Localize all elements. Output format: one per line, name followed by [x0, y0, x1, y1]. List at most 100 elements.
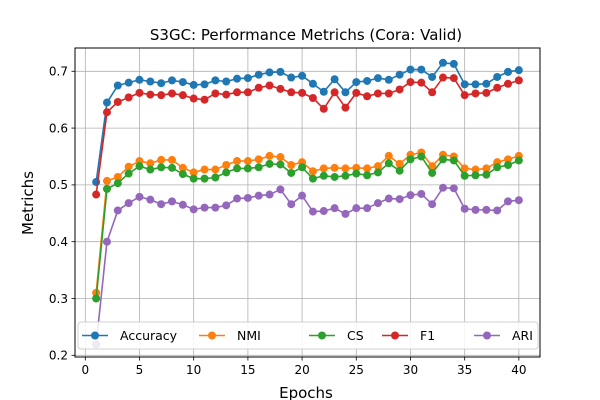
y-tick-label: 0.4 — [49, 235, 68, 249]
data-point — [254, 155, 263, 164]
data-point — [200, 174, 209, 183]
legend-item: NMI — [199, 328, 261, 343]
data-point — [493, 83, 502, 92]
data-point — [189, 168, 198, 177]
data-point — [449, 184, 458, 193]
data-point — [384, 151, 393, 160]
data-point — [211, 165, 220, 174]
data-point — [363, 204, 372, 213]
legend-label: CS — [347, 328, 364, 343]
legend-marker — [391, 331, 399, 340]
data-point — [438, 155, 447, 164]
data-point — [438, 183, 447, 192]
data-point — [265, 68, 274, 77]
data-point — [417, 152, 426, 161]
data-point — [233, 74, 242, 83]
legend-marker — [318, 331, 326, 340]
legend: Accuracy NMI CS F1 ARI — [77, 321, 539, 350]
data-point — [265, 151, 274, 160]
data-point — [254, 70, 263, 79]
data-point — [363, 164, 372, 173]
data-point — [504, 161, 513, 170]
data-point — [254, 83, 263, 92]
data-point — [157, 91, 166, 100]
y-tick-label: 0.3 — [49, 292, 68, 306]
data-point — [308, 167, 317, 176]
data-point — [395, 70, 404, 79]
data-point — [352, 78, 361, 87]
data-point — [493, 206, 502, 215]
legend-marker — [208, 331, 216, 340]
data-point — [449, 59, 458, 68]
data-point — [233, 194, 242, 203]
data-point — [493, 163, 502, 172]
data-point — [514, 66, 523, 75]
data-point — [460, 80, 469, 89]
data-point — [102, 184, 111, 193]
data-point — [482, 164, 491, 173]
data-point — [330, 204, 339, 213]
data-point — [287, 73, 296, 82]
data-point — [200, 95, 209, 104]
x-tick-label: 20 — [294, 363, 309, 377]
data-point — [233, 164, 242, 173]
ticks: 0 5 10 15 20 25 30 35 40 0.2 0.3 0.4 0.5 0.6 0.7 — [49, 65, 527, 377]
data-point — [482, 170, 491, 179]
data-point — [211, 203, 220, 212]
data-point — [319, 207, 328, 216]
series-line — [95, 155, 520, 299]
data-point — [222, 161, 231, 170]
x-tick-label: 10 — [186, 363, 201, 377]
legend-item: CS — [309, 328, 364, 343]
data-point — [276, 153, 285, 162]
data-point — [102, 176, 111, 185]
data-point — [243, 193, 252, 202]
series-accuracy — [92, 58, 523, 187]
x-tick-label: 25 — [349, 363, 364, 377]
data-point — [504, 197, 513, 206]
data-point — [319, 87, 328, 96]
data-point — [124, 93, 133, 102]
data-point — [395, 85, 404, 94]
data-point — [211, 173, 220, 182]
data-point — [168, 155, 177, 164]
x-tick-label: 40 — [511, 363, 526, 377]
legend-box — [77, 321, 539, 350]
data-point — [341, 103, 350, 112]
data-point — [363, 171, 372, 180]
data-point — [222, 90, 231, 99]
data-point — [146, 195, 155, 204]
data-point — [417, 78, 426, 87]
data-point — [449, 156, 458, 165]
data-point — [124, 162, 133, 171]
data-point — [233, 157, 242, 166]
data-point — [319, 171, 328, 180]
data-point — [135, 75, 144, 84]
data-point — [200, 80, 209, 89]
data-point — [319, 164, 328, 173]
y-tick-label: 0.2 — [49, 349, 68, 363]
data-point — [471, 80, 480, 89]
data-point — [276, 160, 285, 169]
data-point — [135, 88, 144, 97]
data-point — [146, 159, 155, 168]
series-ari — [92, 183, 523, 349]
data-point — [341, 164, 350, 173]
legend-marker — [91, 331, 99, 340]
data-point — [178, 91, 187, 100]
legend-label: Accuracy — [120, 328, 178, 343]
data-point — [514, 196, 523, 205]
data-point — [319, 104, 328, 113]
data-point — [341, 209, 350, 218]
data-point — [254, 191, 263, 200]
data-point — [460, 164, 469, 173]
data-point — [243, 88, 252, 97]
data-point — [406, 191, 415, 200]
data-point — [514, 76, 523, 85]
data-point — [135, 162, 144, 171]
data-point — [428, 162, 437, 171]
data-point — [471, 171, 480, 180]
x-tick-label: 35 — [457, 363, 472, 377]
data-point — [146, 165, 155, 174]
